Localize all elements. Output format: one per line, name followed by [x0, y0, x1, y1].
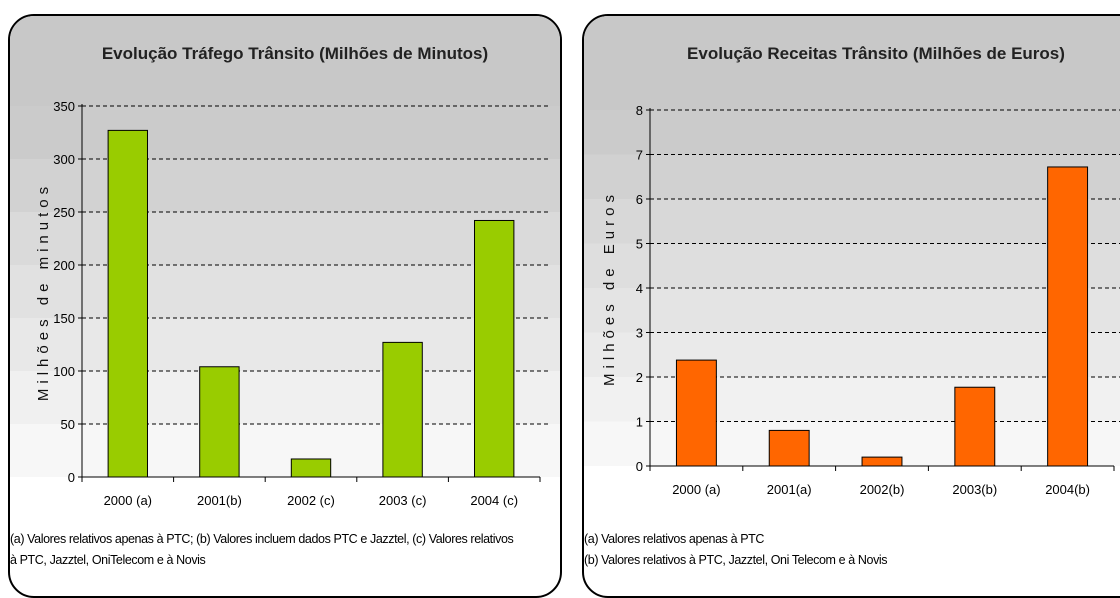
traffic-y-tick-label: 100 — [53, 364, 75, 379]
traffic-y-axis-label: Milhões de minutos — [35, 182, 52, 401]
traffic-chart: Evolução Tráfego Trânsito (Milhões de Mi… — [10, 16, 560, 508]
revenue-bar — [675, 359, 717, 467]
revenue-bg-band — [584, 199, 1120, 244]
revenue-bar — [954, 386, 996, 467]
revenue-bar — [768, 429, 810, 467]
revenue-y-tick-label: 2 — [636, 370, 643, 385]
traffic-y-tick-label: 300 — [53, 152, 75, 167]
traffic-x-tick-label: 2002 (c) — [287, 493, 335, 508]
revenue-note-line-2: (b) Valores relativos à PTC, Jazztel, On… — [584, 553, 888, 567]
revenue-bar — [1047, 166, 1089, 467]
traffic-bar — [382, 341, 423, 478]
revenue-bg-band — [584, 243, 1120, 288]
revenue-y-tick-label: 8 — [636, 103, 643, 118]
revenue-bg-band — [584, 110, 1120, 155]
traffic-bar — [199, 366, 240, 478]
revenue-chart-title: Evolução Receitas Trânsito (Milhões de E… — [687, 44, 1065, 63]
revenue-bg-band — [584, 332, 1120, 377]
revenue-y-tick-label: 1 — [636, 415, 643, 430]
traffic-chart-title: Evolução Tráfego Trânsito (Milhões de Mi… — [102, 44, 488, 63]
traffic-chart-panel: Evolução Tráfego Trânsito (Milhões de Mi… — [8, 14, 562, 598]
revenue-y-tick-label: 0 — [636, 459, 643, 474]
revenue-y-tick-label: 6 — [636, 192, 643, 207]
traffic-x-tick-label: 2000 (a) — [104, 493, 152, 508]
traffic-bg-band — [10, 371, 560, 424]
traffic-chart-notes: (a) Valores relativos apenas à PTC; (b) … — [10, 529, 514, 571]
traffic-y-tick-label: 200 — [53, 258, 75, 273]
revenue-y-axis-label: Milhões de Euros — [601, 190, 618, 386]
traffic-x-tick-label: 2001(b) — [197, 493, 242, 508]
traffic-bg-band — [10, 318, 560, 371]
revenue-x-tick-label: 2002(b) — [860, 482, 905, 497]
revenue-chart: Evolução Receitas Trânsito (Milhões de E… — [584, 16, 1120, 497]
traffic-y-tick-label: 350 — [53, 99, 75, 114]
revenue-y-tick-label: 3 — [636, 326, 643, 341]
traffic-bar — [474, 219, 515, 478]
traffic-bg-band — [10, 424, 560, 477]
revenue-x-tick-label: 2004(b) — [1045, 482, 1090, 497]
traffic-y-tick-label: 0 — [68, 470, 75, 485]
revenue-x-tick-label: 2001(a) — [767, 482, 812, 497]
traffic-y-tick-label: 150 — [53, 311, 75, 326]
traffic-bg-band — [10, 159, 560, 212]
traffic-bg-band — [10, 265, 560, 318]
revenue-bg-band — [584, 288, 1120, 333]
traffic-bar — [107, 129, 148, 478]
revenue-y-tick-label: 4 — [636, 281, 643, 296]
traffic-bg-band — [10, 106, 560, 159]
revenue-note-line-1: (a) Valores relativos apenas à PTC — [584, 532, 765, 546]
revenue-x-tick-label: 2000 (a) — [672, 482, 720, 497]
traffic-bar — [290, 458, 332, 478]
revenue-bg-band-top — [584, 16, 1120, 110]
traffic-y-tick-label: 250 — [53, 205, 75, 220]
revenue-chart-panel: Evolução Receitas Trânsito (Milhões de E… — [582, 14, 1120, 598]
traffic-y-tick-label: 50 — [61, 417, 75, 432]
revenue-bg-band — [584, 421, 1120, 466]
traffic-note-line-2: à PTC, Jazztel, OniTelecom e à Novis — [10, 553, 206, 567]
traffic-x-tick-label: 2004 (c) — [470, 493, 518, 508]
traffic-bg-band-top — [10, 16, 560, 106]
traffic-bg-band — [10, 212, 560, 265]
traffic-note-line-1: (a) Valores relativos apenas à PTC; (b) … — [10, 532, 514, 546]
traffic-x-tick-label: 2003 (c) — [379, 493, 427, 508]
revenue-bg-band — [584, 377, 1120, 422]
revenue-y-tick-label: 5 — [636, 237, 643, 252]
revenue-y-tick-label: 7 — [636, 148, 643, 163]
revenue-bg-band — [584, 154, 1120, 199]
revenue-chart-notes: (a) Valores relativos apenas à PTC (b) V… — [584, 529, 888, 571]
revenue-bar — [861, 456, 903, 467]
revenue-x-tick-label: 2003(b) — [952, 482, 997, 497]
